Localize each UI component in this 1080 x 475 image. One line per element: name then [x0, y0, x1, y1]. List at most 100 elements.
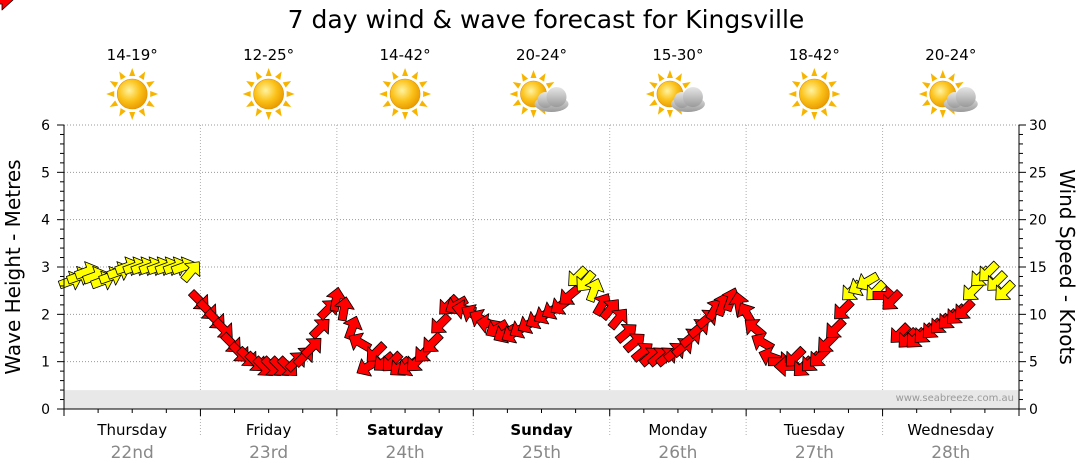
- cloud-shape: [670, 87, 705, 112]
- wave-height-tick-label: 3: [41, 260, 50, 276]
- wind-arrow: [423, 331, 444, 353]
- sun-ray: [382, 100, 391, 107]
- sun-ray: [666, 70, 673, 78]
- sun-ray: [930, 106, 938, 115]
- wind-speed-tick-label: 20: [1029, 213, 1047, 229]
- sun-ray: [820, 108, 828, 117]
- day-date-label: 22nd: [111, 443, 154, 463]
- sun-ray: [246, 81, 255, 88]
- sun-ray: [146, 81, 155, 88]
- sun-ray: [379, 91, 388, 97]
- sun-ray: [521, 106, 529, 115]
- daily-weather-row: 14-19° 12-25° 14-42° 20-24° 15-30° 18-42° 20-2…: [106, 46, 978, 120]
- day-date-label: 26th: [658, 443, 697, 463]
- sun-ray: [392, 108, 399, 117]
- wave-height-axis: 0 1 2 3 4 5 6: [41, 118, 64, 418]
- day-temperature-range: 12-25°: [243, 46, 294, 64]
- sun-ray: [423, 91, 432, 97]
- sun-ray: [538, 73, 546, 82]
- sun-ray: [119, 71, 126, 80]
- sunny-icon: [242, 68, 295, 120]
- wind-arrow: [979, 260, 1000, 282]
- day-name-label: Monday: [648, 421, 707, 439]
- wind-arrow: [987, 270, 1008, 291]
- sun-ray: [150, 91, 159, 97]
- sun-ray: [119, 108, 126, 117]
- wind-arrow: [955, 298, 976, 320]
- day-name-label: Sunday: [510, 421, 573, 439]
- wave-height-tick-label: 0: [41, 402, 50, 418]
- sun-ray: [392, 71, 399, 80]
- day-name-label: Saturday: [367, 421, 444, 439]
- sun-ray: [419, 100, 428, 107]
- cloud-puff: [546, 87, 567, 107]
- cloud-puff: [955, 87, 976, 107]
- sun-ray: [930, 73, 938, 82]
- sun-ray: [832, 91, 841, 97]
- sunny-icon: [106, 68, 159, 120]
- day-temperature-range: 15-30°: [652, 46, 703, 64]
- sun-ray: [129, 68, 136, 76]
- sun-ray: [282, 81, 292, 88]
- day-temperature-range: 20-24°: [516, 46, 567, 64]
- wind-arrow: [431, 312, 452, 334]
- sun-ray: [922, 82, 931, 89]
- wind-arrow: [308, 318, 330, 340]
- sun-ray: [828, 81, 837, 88]
- sun-ray: [246, 100, 255, 107]
- wind-arrow: [180, 261, 201, 284]
- sun-ray: [649, 82, 658, 89]
- sun-disc: [116, 78, 148, 110]
- wind-speed-axis-label: Wind Speed - Knots: [1055, 169, 1079, 365]
- day-date-label: 27th: [795, 443, 834, 463]
- sun-disc: [253, 78, 284, 110]
- sun-ray: [939, 70, 946, 78]
- sunny-icon: [788, 68, 841, 120]
- sun-ray: [129, 112, 136, 120]
- sun-ray: [657, 73, 665, 82]
- sun-ray: [275, 71, 282, 80]
- wind-speed-tick-label: 5: [1029, 355, 1038, 371]
- sun-ray: [521, 73, 529, 82]
- wind-arrow: [751, 332, 776, 353]
- day-date-label: 28th: [931, 443, 970, 463]
- sun-ray: [820, 71, 828, 80]
- day-axis: Thursday 22nd Friday 23rd Saturday 24th Sunday…: [63, 409, 1020, 463]
- sun-ray: [811, 68, 818, 76]
- sun-ray: [382, 81, 391, 88]
- sun-ray: [801, 71, 808, 80]
- sun-ray: [138, 108, 146, 117]
- day-temperature-range: 18-42°: [789, 46, 840, 64]
- sun-ray: [801, 108, 808, 117]
- day-name-label: Friday: [246, 421, 292, 439]
- wind-arrow: [995, 279, 1016, 301]
- sun-ray: [948, 73, 955, 82]
- sun-ray: [545, 82, 555, 89]
- sun-ray: [922, 99, 931, 106]
- wind-arrow: [622, 333, 645, 354]
- sun-ray: [791, 81, 801, 88]
- wind-arrow: [614, 323, 637, 344]
- sun-ray: [282, 100, 292, 107]
- day-name-label: Thursday: [96, 421, 167, 439]
- sun-ray: [402, 68, 409, 76]
- partly-cloudy-icon: [509, 70, 569, 118]
- sun-ray: [109, 81, 119, 88]
- sun-ray: [791, 100, 801, 107]
- sun-ray: [138, 71, 146, 80]
- day-name-label: Wednesday: [907, 421, 994, 439]
- sun-ray: [666, 110, 673, 118]
- wave-height-tick-label: 1: [41, 355, 50, 371]
- wave-height-axis-label: Wave Height - Metres: [1, 159, 25, 374]
- sun-ray: [411, 108, 419, 117]
- sun-ray: [512, 99, 522, 106]
- wind-arrow: [366, 341, 388, 362]
- day-date-label: 24th: [386, 443, 425, 463]
- watermark: www.seabreeze.com.au: [896, 393, 1014, 404]
- wind-arrow: [326, 286, 347, 313]
- sunny-icon: [379, 68, 432, 120]
- sun-ray: [530, 70, 537, 78]
- wind-arrow: [348, 332, 373, 353]
- wind-arrow: [300, 337, 322, 359]
